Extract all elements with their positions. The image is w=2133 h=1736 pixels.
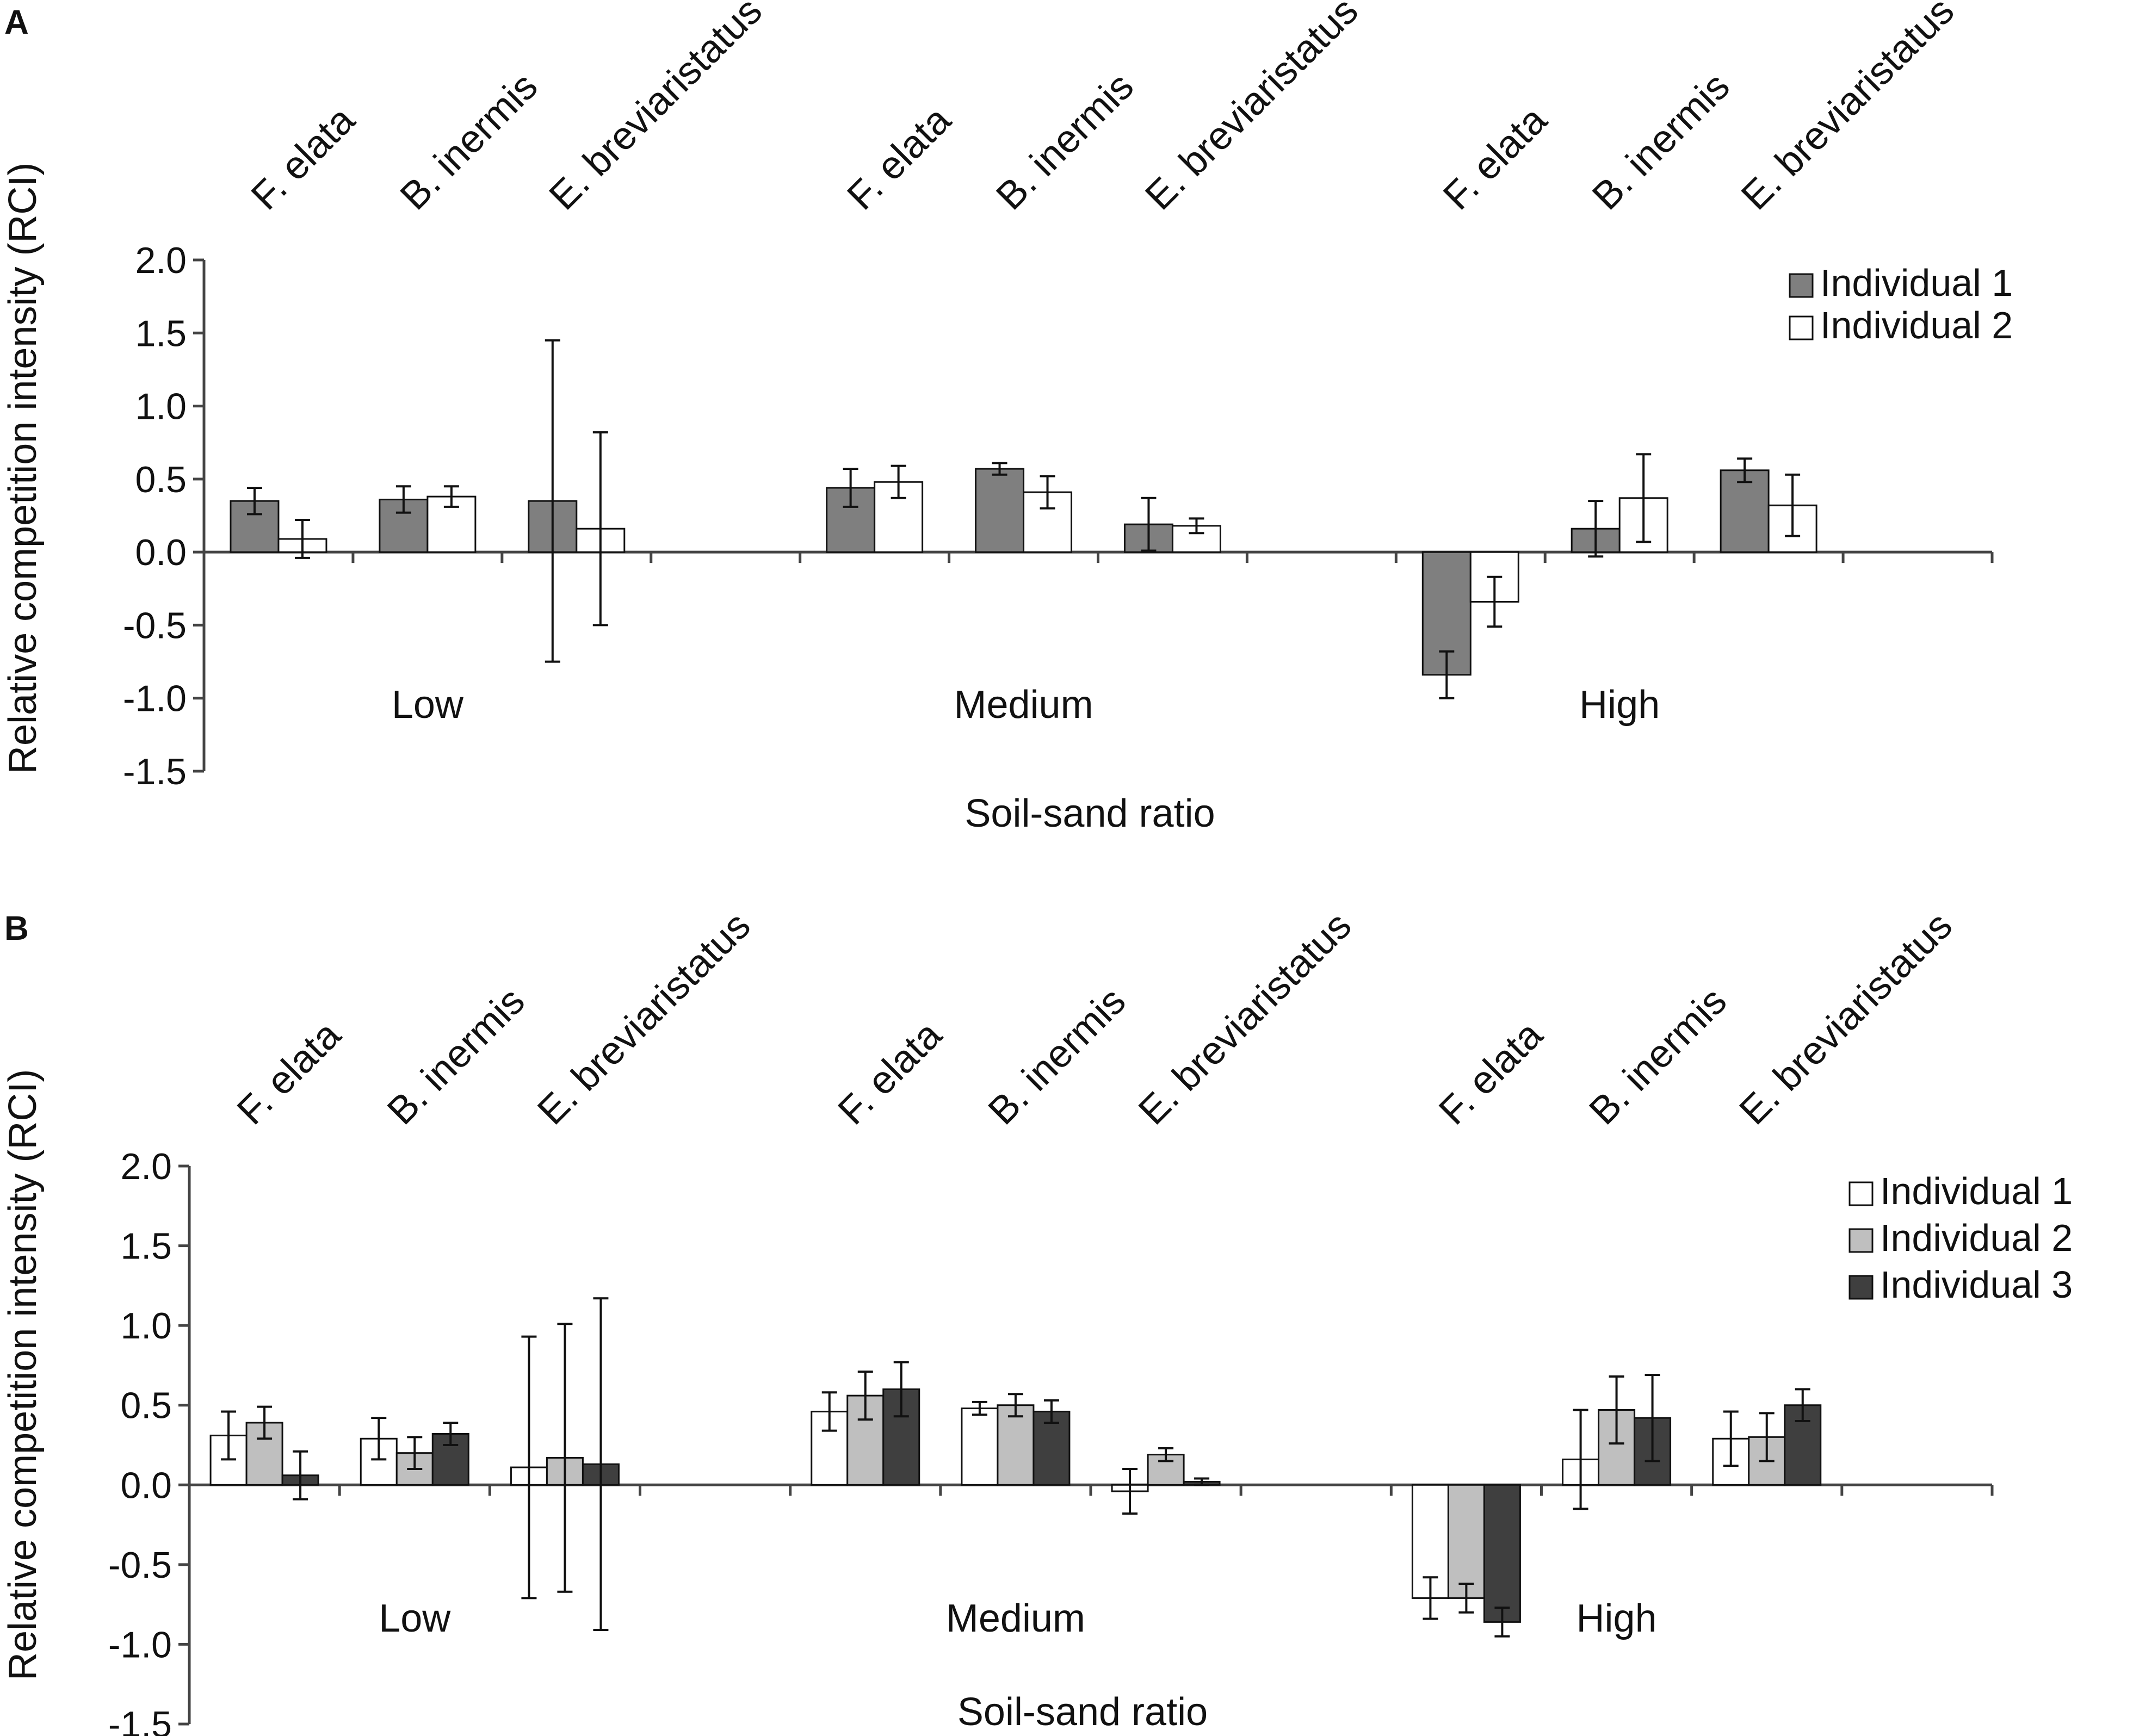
panel-a-group-label: Low [392,683,464,727]
panel-b-group-label: Low [379,1597,451,1640]
panel-b-legend-swatch [1848,1181,1874,1206]
panel-a-legend-label: Individual 2 [1820,304,2013,346]
panel-b-y-tick-label: 1.5 [120,1226,172,1267]
panel-a-legend-swatch [1789,273,1814,298]
panel-label-a: A [4,4,29,41]
panel-b-y-tick-label: 0.5 [120,1385,172,1427]
panel-label-b: B [4,910,29,947]
panel-a-bar [975,468,1025,553]
panel-b-y-tick-label: -1.0 [108,1624,172,1665]
panel-b-y-tick-label: -0.5 [108,1545,172,1586]
panel-b-legend-swatch [1848,1228,1874,1253]
panel-a-y-tick-label: -0.5 [123,605,187,646]
panel-b-y-tick-label: -1.5 [108,1704,172,1736]
panel-a-y-tick-label: 1.5 [135,313,187,354]
panel-a-legend-swatch [1789,315,1814,340]
panel-a-legend-label: Individual 1 [1820,262,2013,304]
panel-a-chart: 2.0 1.5 1.0 0.5 0.0 -0.5 -1.0 -1.5 Relative comp… [1,0,2013,835]
panel-b-group-label: High [1576,1597,1657,1640]
panel-a-y-tick-label: 0.0 [135,532,187,573]
panel-a-y-tick-label: 0.5 [135,459,187,500]
panel-b-y-tick-label: 0.0 [120,1465,172,1506]
panel-a-y-tick-label: 2.0 [135,240,187,281]
panel-b-y-tick-label: 1.0 [120,1305,172,1347]
panel-a-group-label: High [1579,683,1660,727]
panel-a-y-tick-label: 1.0 [135,386,187,427]
panel-a-y-tick-label: -1.0 [123,678,187,720]
panel-b-bar [1483,1484,1521,1623]
panel-b-y-tick-label: 2.0 [120,1146,172,1187]
panel-a-y-axis-title: Relative competition intensity (RCI) [1,163,45,774]
panel-b-legend-label: Individual 3 [1880,1263,2073,1306]
panel-b-bar [1447,1484,1485,1599]
panel-a-x-axis-title: Soil-sand ratio [965,792,1215,835]
panel-b-group-label: Medium [946,1597,1085,1640]
panel-b-bar [961,1408,999,1486]
panel-a-bar [1720,469,1770,553]
panel-b-legend-swatch [1848,1275,1874,1300]
panel-b-y-axis-title: Relative competition intensity (RCI) [1,1069,45,1681]
panel-b-x-axis-title: Soil-sand ratio [957,1690,1208,1734]
panel-a-y-tick-label: -1.5 [123,751,187,792]
panel-b-legend-label: Individual 1 [1880,1170,2073,1212]
panel-a-group-label: Medium [954,683,1093,727]
panel-b-legend-label: Individual 2 [1880,1217,2073,1259]
